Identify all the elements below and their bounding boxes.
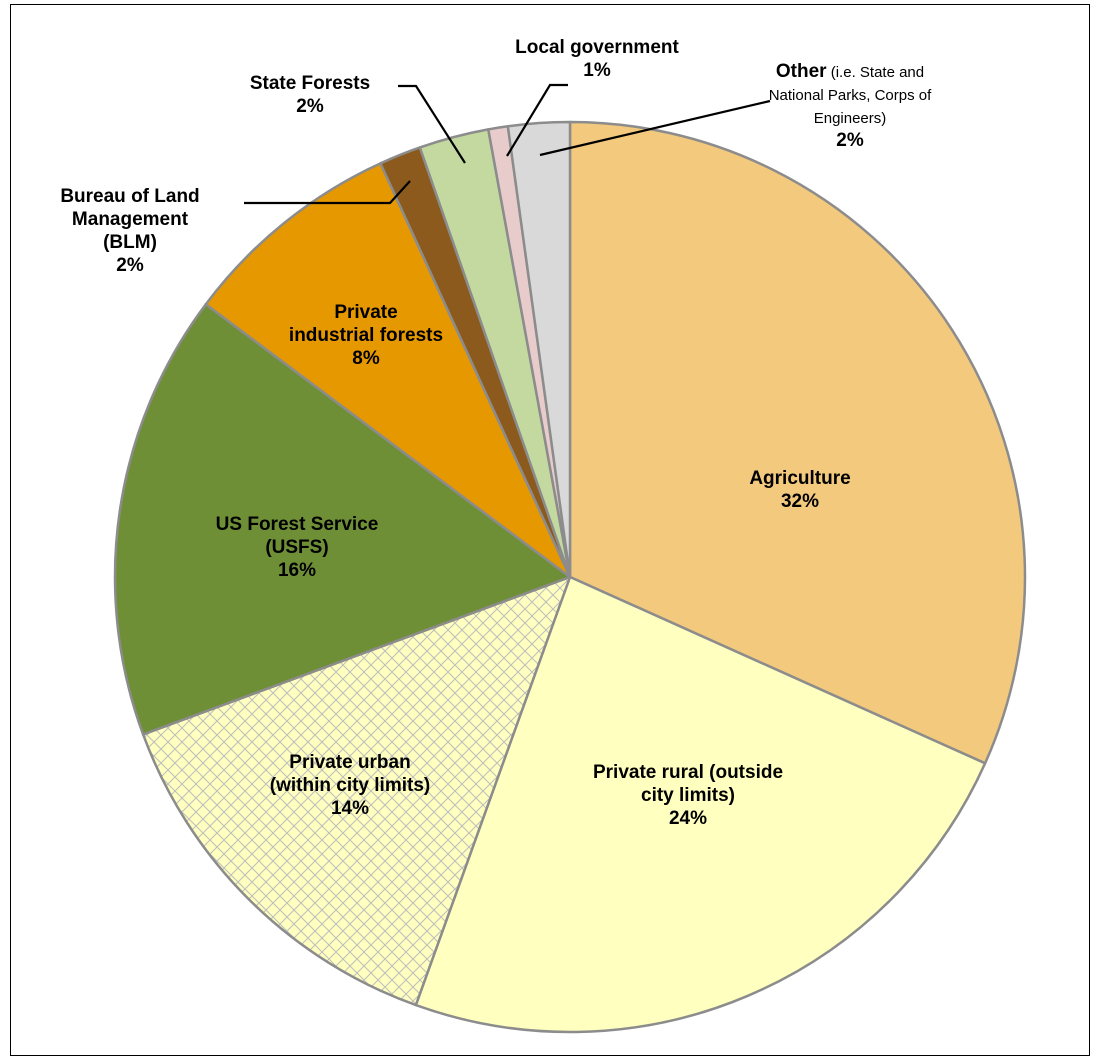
slice-label-line: 24%: [669, 808, 707, 829]
slice-private-rural: [414, 575, 987, 1034]
slice-label-state-forests: State Forests 2%: [250, 73, 370, 117]
slice-label-line: Engineers): [814, 110, 887, 127]
slice-usfs: [113, 302, 572, 736]
slice-label-line: (BLM): [103, 232, 157, 253]
slice-label-line: 8%: [352, 348, 380, 369]
slice-label-agriculture: Agriculture 32%: [749, 468, 850, 512]
slice-private-industrial: [204, 162, 572, 579]
slice-label-other: Other (i.e. State and National Parks, Cor…: [769, 61, 932, 151]
leader-line-state-forests: [398, 84, 466, 164]
slice-label-line: (within city limits): [270, 775, 430, 796]
slice-label-line: industrial forests: [289, 325, 443, 346]
slice-agriculture: [568, 120, 1027, 765]
slice-label-line: Bureau of Land: [60, 186, 199, 207]
slice-label-line: 14%: [331, 798, 369, 819]
slice-label-line: State Forests: [250, 73, 370, 94]
slice-label-line: Private: [334, 302, 397, 323]
slice-label-line: Other (i.e. State and: [776, 61, 924, 82]
slice-label-private-industrial: Private industrial forests 8%: [289, 302, 443, 369]
slice-label-usfs: US Forest Service (USFS) 16%: [216, 514, 379, 581]
slice-label-line: 2%: [836, 130, 864, 151]
slice-label-private-rural: Private rural (outside city limits) 24%: [593, 762, 783, 829]
pie-slices: [113, 120, 1027, 1034]
slice-label-line: Private urban: [289, 752, 410, 773]
slice-label-line: city limits): [641, 785, 735, 806]
leader-line-local-government: [506, 83, 568, 157]
slice-label-line: US Forest Service: [216, 514, 379, 535]
slice-label-line: Private rural (outside: [593, 762, 783, 783]
slice-labels: Agriculture 32% Private rural (outside city…: [60, 37, 932, 829]
slice-label-private-urban: Private urban (within city limits) 14%: [270, 752, 430, 819]
slice-label-line: 16%: [278, 560, 316, 581]
slice-label-line: Local government: [515, 37, 679, 58]
slice-label-line: 1%: [583, 60, 611, 81]
slice-label-line: 2%: [116, 255, 144, 276]
slice-other: [506, 120, 572, 579]
slice-label-line: National Parks, Corps of: [769, 87, 932, 104]
slice-label-line: 32%: [781, 491, 819, 512]
slice-label-line: Agriculture: [749, 468, 850, 489]
leader-lines: [244, 83, 771, 205]
slice-label-line: Management: [72, 209, 189, 230]
slice-label-blm: Bureau of Land Management (BLM) 2%: [60, 186, 199, 276]
slice-label-local-government: Local government 1%: [515, 37, 679, 81]
slice-private-urban: [141, 575, 572, 1007]
leader-line-other: [539, 99, 771, 157]
slice-label-line: (USFS): [265, 537, 328, 558]
leader-line-blm: [244, 180, 411, 205]
slice-label-line: 2%: [296, 96, 324, 117]
